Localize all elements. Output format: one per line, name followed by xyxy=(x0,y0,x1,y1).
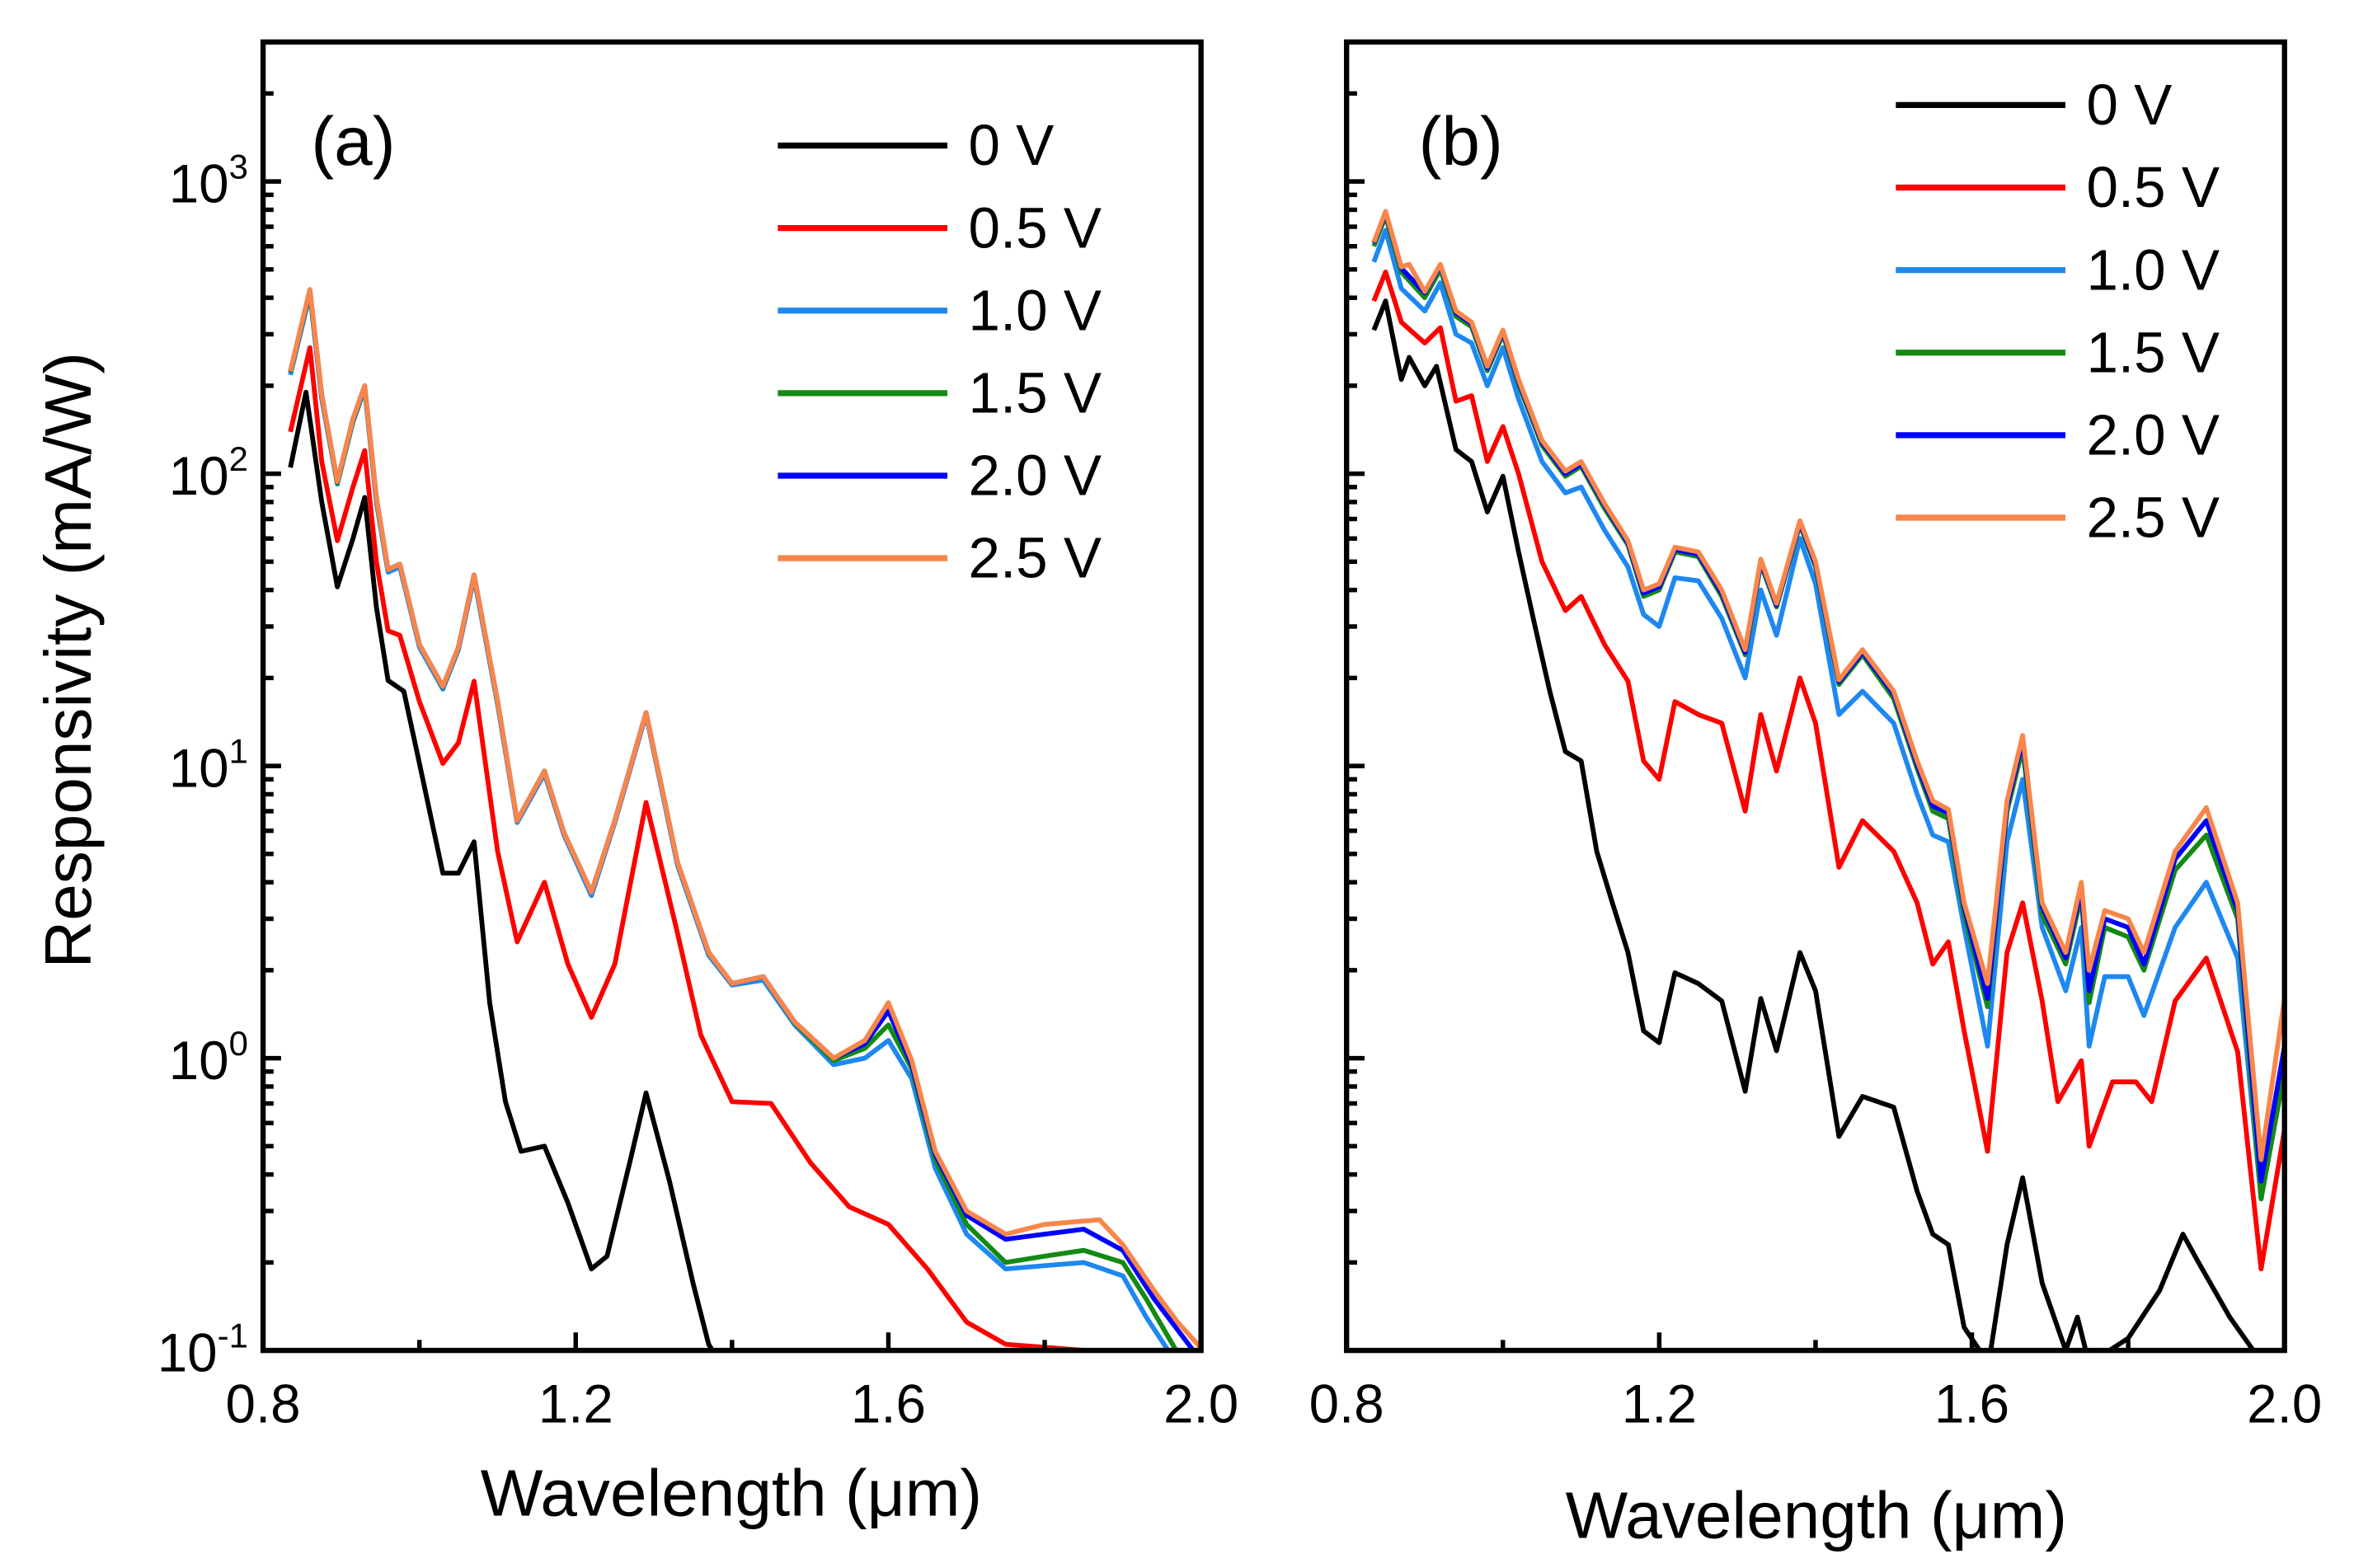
legend-label: 1.5 V xyxy=(2086,320,2219,384)
y-tick-exponent: -1 xyxy=(218,1316,248,1354)
panel-a-legend: 0 V 0.5 V 1.0 V 1.5 V 2.0 V 2.5 V xyxy=(778,113,1102,590)
y-tick-base: 10 xyxy=(169,154,229,214)
y-tick-label: 100 xyxy=(169,1024,248,1091)
y-axis-title: Responsivity (mA/W) xyxy=(31,352,105,968)
y-tick-exponent: 1 xyxy=(229,731,248,770)
legend-item: 0.5 V xyxy=(1896,155,2220,219)
legend-label: 1.5 V xyxy=(969,361,1102,425)
panel-b-series-1p0v-line xyxy=(1371,228,2285,1202)
legend-item: 1.5 V xyxy=(778,361,1102,425)
x-tick-label: 0.8 xyxy=(226,1373,301,1434)
panel-a-label: (a) xyxy=(311,102,395,180)
panel-a-x-axis-title: Wavelength (μm) xyxy=(481,1456,982,1529)
legend-label: 0 V xyxy=(969,113,1055,177)
legend-label: 0.5 V xyxy=(969,195,1102,260)
legend-label: 2.5 V xyxy=(969,526,1102,590)
panel-b-series-2p5v-line xyxy=(1371,209,2285,1162)
legend-label: 1.0 V xyxy=(969,278,1102,342)
legend-label: 0.5 V xyxy=(2086,155,2219,219)
panel-b-x-axis-title: Wavelength (μm) xyxy=(1566,1479,2067,1552)
y-tick-base: 10 xyxy=(169,1030,229,1091)
y-tick-label: 102 xyxy=(169,439,248,506)
panel-a-frame xyxy=(260,39,1204,1354)
legend-item: 2.0 V xyxy=(1896,402,2220,467)
y-tick-label: 101 xyxy=(169,731,248,798)
legend-item: 2.5 V xyxy=(778,526,1102,590)
legend-label: 2.5 V xyxy=(2086,486,2219,550)
panel-b-ticks xyxy=(1344,40,2287,1353)
panel-a-series-0p5v-line xyxy=(288,345,1099,1351)
y-tick-exponent: 2 xyxy=(229,439,248,478)
x-tick-label: 0.8 xyxy=(1309,1373,1384,1434)
panel-b-frame xyxy=(1343,39,2287,1354)
legend-item: 0.5 V xyxy=(778,195,1102,260)
legend-item: 1.5 V xyxy=(1896,320,2220,384)
panel-b-x-tick-labels: 0.8 1.2 1.6 2.0 xyxy=(1309,1373,2323,1434)
panel-b: 0.8 1.2 1.6 2.0 (b) Wavelength (μm) 0 V 0.5 … xyxy=(1309,39,2323,1552)
y-tick-base: 10 xyxy=(169,739,229,799)
y-tick-label: 103 xyxy=(169,147,248,214)
legend-label: 1.0 V xyxy=(2086,237,2219,302)
panel-b-label: (b) xyxy=(1419,102,1503,180)
y-tick-label: 10-1 xyxy=(157,1316,248,1383)
panel-b-series-0p5v-line xyxy=(1371,270,2285,1272)
legend-item: 2.0 V xyxy=(778,444,1102,508)
x-tick-label: 2.0 xyxy=(2247,1373,2322,1434)
panel-a-ticks xyxy=(261,40,1204,1353)
y-tick-base: 10 xyxy=(169,446,229,506)
y-tick-exponent: 3 xyxy=(229,147,248,185)
x-tick-label: 1.2 xyxy=(538,1373,613,1434)
x-tick-label: 1.2 xyxy=(1622,1373,1697,1434)
legend-item: 0 V xyxy=(778,113,1054,177)
x-tick-label: 1.6 xyxy=(851,1373,926,1434)
panel-a-series-0v-line xyxy=(288,389,716,1351)
y-tick-base: 10 xyxy=(157,1323,218,1383)
panel-b-legend: 0 V 0.5 V 1.0 V 1.5 V 2.0 V 2.5 V xyxy=(1896,73,2220,550)
panel-a-series-2p5v-line xyxy=(288,287,1201,1350)
legend-item: 1.0 V xyxy=(778,278,1102,342)
panel-b-series xyxy=(1371,209,2285,1351)
legend-item: 1.0 V xyxy=(1896,237,2220,302)
legend-label: 2.0 V xyxy=(969,444,1102,508)
x-tick-label: 2.0 xyxy=(1163,1373,1238,1434)
y-tick-exponent: 0 xyxy=(229,1024,248,1063)
legend-label: 2.0 V xyxy=(2086,402,2219,467)
legend-item: 0 V xyxy=(1896,73,2172,137)
x-tick-label: 1.6 xyxy=(1934,1373,2009,1434)
panel-a-series xyxy=(288,287,1201,1351)
legend-item: 2.5 V xyxy=(1896,486,2220,550)
panel-b-series-0v-line xyxy=(1371,298,2256,1351)
panel-a-x-tick-labels: 0.8 1.2 1.6 2.0 xyxy=(226,1373,1239,1434)
legend-label: 0 V xyxy=(2086,73,2172,137)
